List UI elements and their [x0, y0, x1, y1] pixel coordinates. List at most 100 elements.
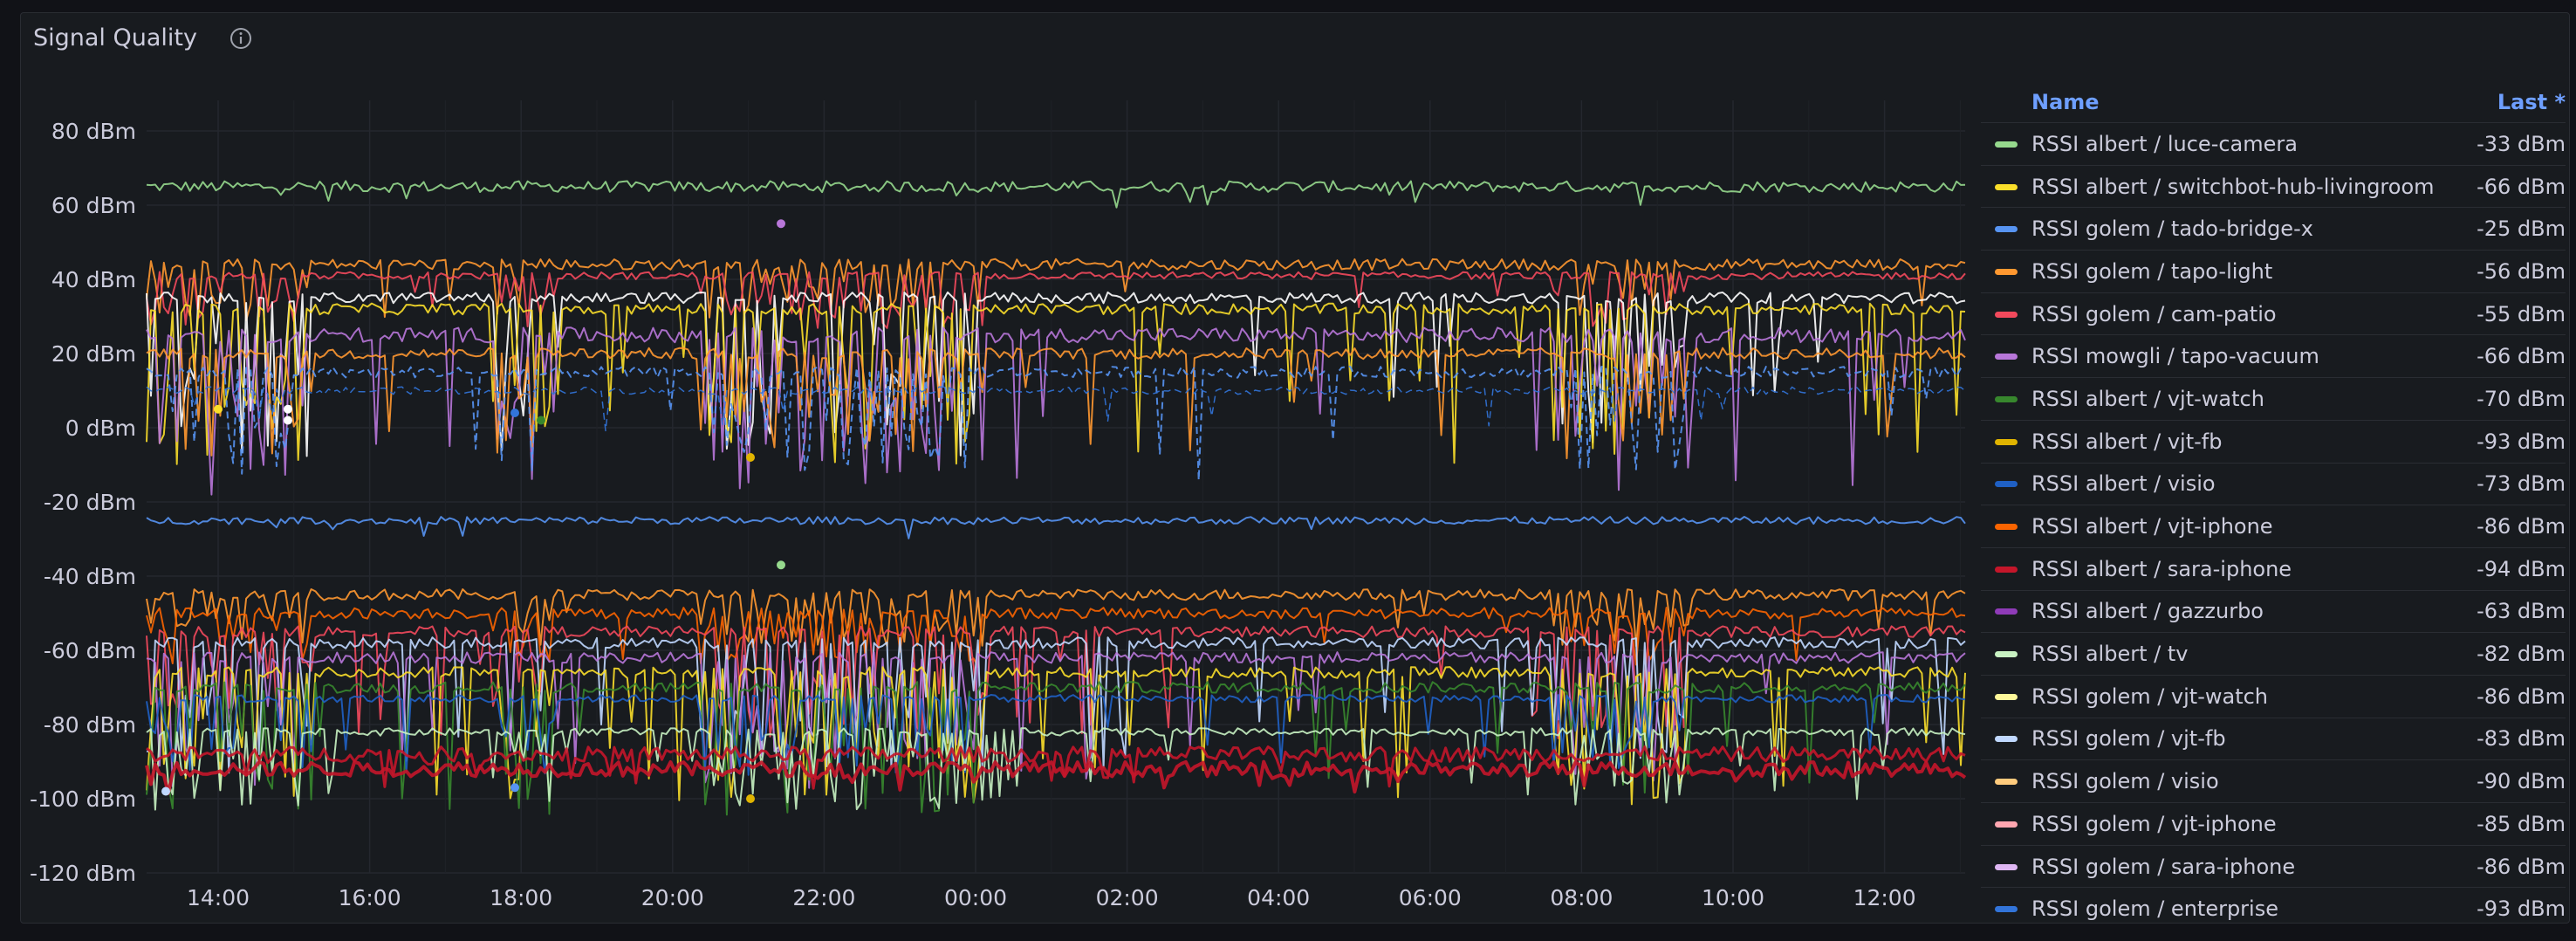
legend-item[interactable]: RSSI golem / cam-patio -55 dBm: [1981, 292, 2566, 335]
legend: Name Last * RSSI albert / luce-camera -33…: [1981, 82, 2566, 930]
legend-item-name: RSSI albert / vjt-watch: [2031, 386, 2264, 411]
legend-item-name: RSSI golem / cam-patio: [2031, 301, 2277, 326]
x-tick-label: 16:00: [339, 885, 401, 910]
legend-item-name: RSSI albert / switchbot-hub-livingroom: [2031, 174, 2435, 199]
legend-rows: RSSI albert / luce-camera -33 dBm RSSI alb…: [1981, 122, 2566, 930]
series-line: [146, 666, 1966, 806]
series-line: [146, 625, 1966, 739]
y-tick-label: -100 dBm: [30, 786, 136, 812]
data-point: [214, 404, 223, 414]
legend-item[interactable]: RSSI albert / vjt-watch -70 dBm: [1981, 377, 2566, 420]
legend-swatch: [1995, 566, 2018, 573]
legend-item-last: -63 dBm: [2477, 599, 2566, 624]
legend-item-name: RSSI mowgli / tapo-vacuum: [2031, 344, 2319, 369]
data-point: [284, 416, 292, 425]
legend-item-last: -25 dBm: [2477, 216, 2566, 242]
legend-item-last: -93 dBm: [2477, 429, 2566, 454]
legend-item-last: -73 dBm: [2477, 471, 2566, 497]
legend-item[interactable]: RSSI albert / vjt-fb -93 dBm: [1981, 419, 2566, 463]
legend-item[interactable]: RSSI golem / tado-bridge-x -25 dBm: [1981, 207, 2566, 250]
series-line: [146, 302, 1966, 465]
y-tick-label: 0 dBm: [65, 416, 136, 441]
legend-swatch: [1995, 906, 2018, 913]
legend-swatch: [1995, 395, 2018, 402]
y-tick-label: -20 dBm: [44, 490, 136, 515]
series-line: [146, 365, 1966, 482]
series-line: [146, 588, 1966, 648]
legend-item-last: -86 dBm: [2477, 514, 2566, 539]
legend-item-last: -66 dBm: [2477, 174, 2566, 199]
series-line: [146, 258, 1966, 321]
legend-swatch: [1995, 226, 2018, 233]
y-tick-label: 60 dBm: [51, 193, 136, 218]
series-line: [146, 651, 1966, 789]
x-tick-label: 10:00: [1702, 885, 1764, 910]
panel-title[interactable]: Signal Quality: [33, 24, 197, 52]
legend-item-name: RSSI albert / tv: [2031, 642, 2189, 667]
legend-swatch: [1995, 354, 2018, 361]
series-line: [146, 347, 1966, 460]
legend-header-last[interactable]: Last *: [2497, 90, 2566, 114]
legend-item-name: RSSI golem / sara-iphone: [2031, 854, 2296, 879]
legend-item-name: RSSI golem / vjt-iphone: [2031, 811, 2277, 836]
data-point: [777, 560, 785, 570]
legend-item[interactable]: RSSI mowgli / tapo-vacuum -66 dBm: [1981, 334, 2566, 377]
legend-header-name[interactable]: Name: [2031, 90, 2100, 114]
series-line: [146, 727, 1966, 811]
legend-item[interactable]: RSSI golem / vjt-iphone -85 dBm: [1981, 802, 2566, 845]
legend-item[interactable]: RSSI golem / vjt-fb -83 dBm: [1981, 717, 2566, 760]
legend-item-last: -70 dBm: [2477, 386, 2566, 411]
legend-item[interactable]: RSSI golem / vjt-watch -86 dBm: [1981, 674, 2566, 718]
legend-item[interactable]: RSSI golem / visio -90 dBm: [1981, 759, 2566, 802]
legend-item-name: RSSI golem / vjt-fb: [2031, 726, 2226, 752]
legend-item[interactable]: RSSI albert / switchbot-hub-livingroom -6…: [1981, 164, 2566, 208]
legend-swatch: [1995, 736, 2018, 743]
series-line: [146, 291, 1966, 457]
legend-swatch: [1995, 311, 2018, 318]
series-line: [145, 759, 1967, 795]
series-line: [146, 386, 1966, 432]
legend-swatch: [1995, 608, 2018, 615]
legend-swatch: [1995, 863, 2018, 870]
legend-item[interactable]: RSSI golem / enterprise -93 dBm: [1981, 887, 2566, 930]
y-tick-label: 40 dBm: [51, 267, 136, 292]
legend-item[interactable]: RSSI albert / visio -73 dBm: [1981, 462, 2566, 505]
legend-item-last: -82 dBm: [2477, 642, 2566, 667]
legend-item-name: RSSI albert / vjt-iphone: [2031, 514, 2273, 539]
info-circle-icon[interactable]: [230, 27, 252, 50]
x-tick-label: 14:00: [187, 885, 250, 910]
legend-item-last: -85 dBm: [2477, 811, 2566, 836]
legend-swatch: [1995, 268, 2018, 275]
legend-item[interactable]: RSSI albert / vjt-iphone -86 dBm: [1981, 505, 2566, 547]
legend-item-last: -86 dBm: [2477, 854, 2566, 879]
legend-item-name: RSSI golem / vjt-watch: [2031, 683, 2269, 709]
legend-swatch: [1995, 821, 2018, 828]
y-tick-label: -40 dBm: [44, 564, 136, 589]
legend-item-name: RSSI golem / visio: [2031, 769, 2219, 794]
legend-swatch: [1995, 524, 2018, 531]
legend-item-name: RSSI albert / luce-camera: [2031, 131, 2298, 156]
legend-item[interactable]: RSSI albert / gazzurbo -63 dBm: [1981, 589, 2566, 633]
data-point: [746, 794, 755, 803]
legend-item-last: -86 dBm: [2477, 683, 2566, 709]
legend-item-last: -55 dBm: [2477, 301, 2566, 326]
data-point: [510, 409, 519, 417]
legend-item-last: -94 dBm: [2477, 556, 2566, 581]
legend-swatch: [1995, 481, 2018, 488]
legend-swatch: [1995, 779, 2018, 786]
legend-item[interactable]: RSSI golem / sara-iphone -86 dBm: [1981, 844, 2566, 888]
legend-item-last: -33 dBm: [2477, 131, 2566, 156]
y-tick-label: 80 dBm: [51, 119, 136, 144]
x-tick-label: 06:00: [1399, 885, 1462, 910]
data-point: [284, 404, 292, 414]
legend-item[interactable]: RSSI golem / tapo-light -56 dBm: [1981, 250, 2566, 292]
legend-item[interactable]: RSSI albert / sara-iphone -94 dBm: [1981, 546, 2566, 590]
legend-item-last: -90 dBm: [2477, 769, 2566, 794]
legend-item-name: RSSI albert / gazzurbo: [2031, 599, 2264, 624]
legend-item[interactable]: RSSI albert / tv -82 dBm: [1981, 632, 2566, 675]
legend-item[interactable]: RSSI albert / luce-camera -33 dBm: [1981, 122, 2566, 165]
series-line: [146, 745, 1966, 790]
y-tick-label: -80 dBm: [44, 712, 136, 738]
legend-item-last: -56 dBm: [2477, 258, 2566, 284]
